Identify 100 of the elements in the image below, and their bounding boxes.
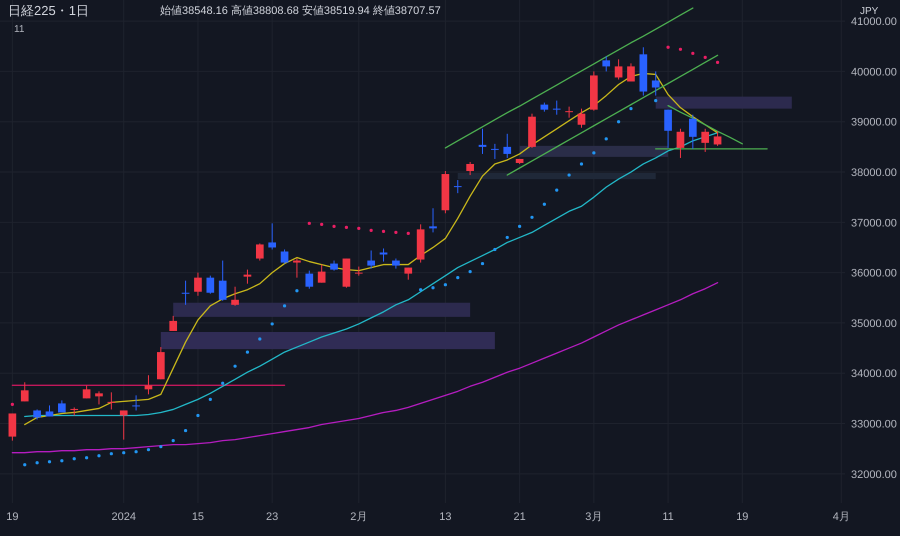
point: [493, 248, 496, 252]
annotation: 11: [14, 24, 25, 35]
point: [456, 276, 460, 280]
point: [568, 173, 571, 177]
candlestick: [552, 100, 561, 116]
point: [592, 151, 596, 155]
point: [444, 283, 447, 286]
candlestick: [478, 128, 486, 154]
candlestick: [565, 106, 573, 118]
candlestick: [664, 109, 672, 148]
candlestick: [194, 272, 202, 296]
candlestick: [503, 133, 512, 158]
candlestick: [714, 130, 722, 146]
point: [233, 364, 237, 368]
point: [431, 286, 435, 290]
y-tick-label: 39000.00: [851, 116, 897, 129]
point: [555, 188, 558, 192]
x-tick-label: 23: [266, 511, 278, 523]
point: [85, 456, 88, 460]
point: [332, 224, 336, 228]
y-tick-label: 41000.00: [851, 16, 897, 28]
point: [110, 452, 113, 456]
candlestick: [354, 266, 363, 276]
candlestick: [578, 108, 586, 128]
candlestick: [540, 102, 548, 112]
candlestick: [676, 128, 684, 158]
y-tick-label: 40000.00: [851, 66, 897, 78]
candlestick: [701, 128, 710, 152]
candlestick: [46, 404, 54, 417]
point: [48, 460, 52, 464]
candlestick: [231, 286, 239, 306]
point: [704, 56, 707, 59]
candlestick: [218, 260, 227, 302]
candlestick: [627, 62, 635, 82]
candlestick: [454, 180, 462, 194]
point: [184, 428, 188, 432]
x-tick-label: 13: [439, 511, 452, 523]
x-tick-label: 19: [736, 511, 748, 523]
candlestick: [82, 384, 90, 399]
candlestick: [169, 315, 178, 332]
point: [172, 439, 175, 442]
point: [270, 322, 274, 326]
candlestick: [182, 280, 190, 306]
y-tick-label: 35000.00: [851, 318, 897, 330]
candlestick: [404, 267, 412, 280]
point: [382, 230, 386, 233]
candlestick: [305, 270, 314, 290]
candlestick: [144, 374, 152, 395]
candlestick: [380, 248, 388, 262]
x-tick-label: 2月: [350, 511, 368, 523]
candlestick: [652, 70, 660, 96]
candlestick: [244, 269, 252, 284]
candlestick: [33, 408, 41, 420]
x-tick-label: 11: [662, 511, 674, 523]
point: [654, 99, 658, 102]
point: [506, 236, 509, 240]
candlestick: [132, 394, 140, 411]
y-tick-label: 33000.00: [851, 418, 897, 431]
point: [221, 382, 224, 385]
point: [666, 46, 670, 49]
candlestick: [466, 161, 474, 176]
point: [23, 463, 26, 466]
x-tick-label: 15: [192, 511, 204, 523]
y-tick-label: 38000.00: [851, 167, 897, 180]
point: [604, 137, 608, 140]
point: [394, 230, 398, 234]
x-tick-label: 3月: [585, 511, 602, 523]
point: [246, 350, 250, 354]
candlestick: [256, 242, 264, 262]
point: [357, 226, 360, 230]
candlestick: [8, 412, 16, 442]
y-tick-label: 37000.00: [851, 217, 897, 230]
candlestick: [602, 56, 610, 72]
point: [629, 107, 633, 110]
point: [97, 454, 101, 458]
point: [518, 224, 522, 228]
candlestick: [614, 58, 622, 80]
candlestick: [429, 208, 437, 233]
point: [258, 337, 262, 341]
candlestick: [392, 258, 400, 270]
point: [678, 48, 682, 51]
candlestick: [280, 248, 288, 264]
point: [691, 52, 694, 55]
point: [36, 461, 39, 464]
candlestick: [367, 250, 375, 270]
chart-subtitle: 始値38548.16 高値38808.68 安値38519.94 終値38707.57: [160, 4, 441, 17]
point: [716, 60, 720, 64]
point: [542, 202, 546, 206]
point: [308, 222, 311, 225]
point: [480, 262, 484, 266]
candlestick: [108, 392, 116, 410]
chart-title: 日経225・1日: [8, 3, 89, 18]
point: [146, 448, 150, 452]
point: [530, 216, 534, 219]
x-tick-label: 4月: [832, 511, 850, 523]
point: [370, 228, 373, 232]
candlestick: [293, 258, 301, 278]
point: [122, 451, 126, 454]
point: [468, 270, 472, 274]
point: [10, 402, 14, 406]
